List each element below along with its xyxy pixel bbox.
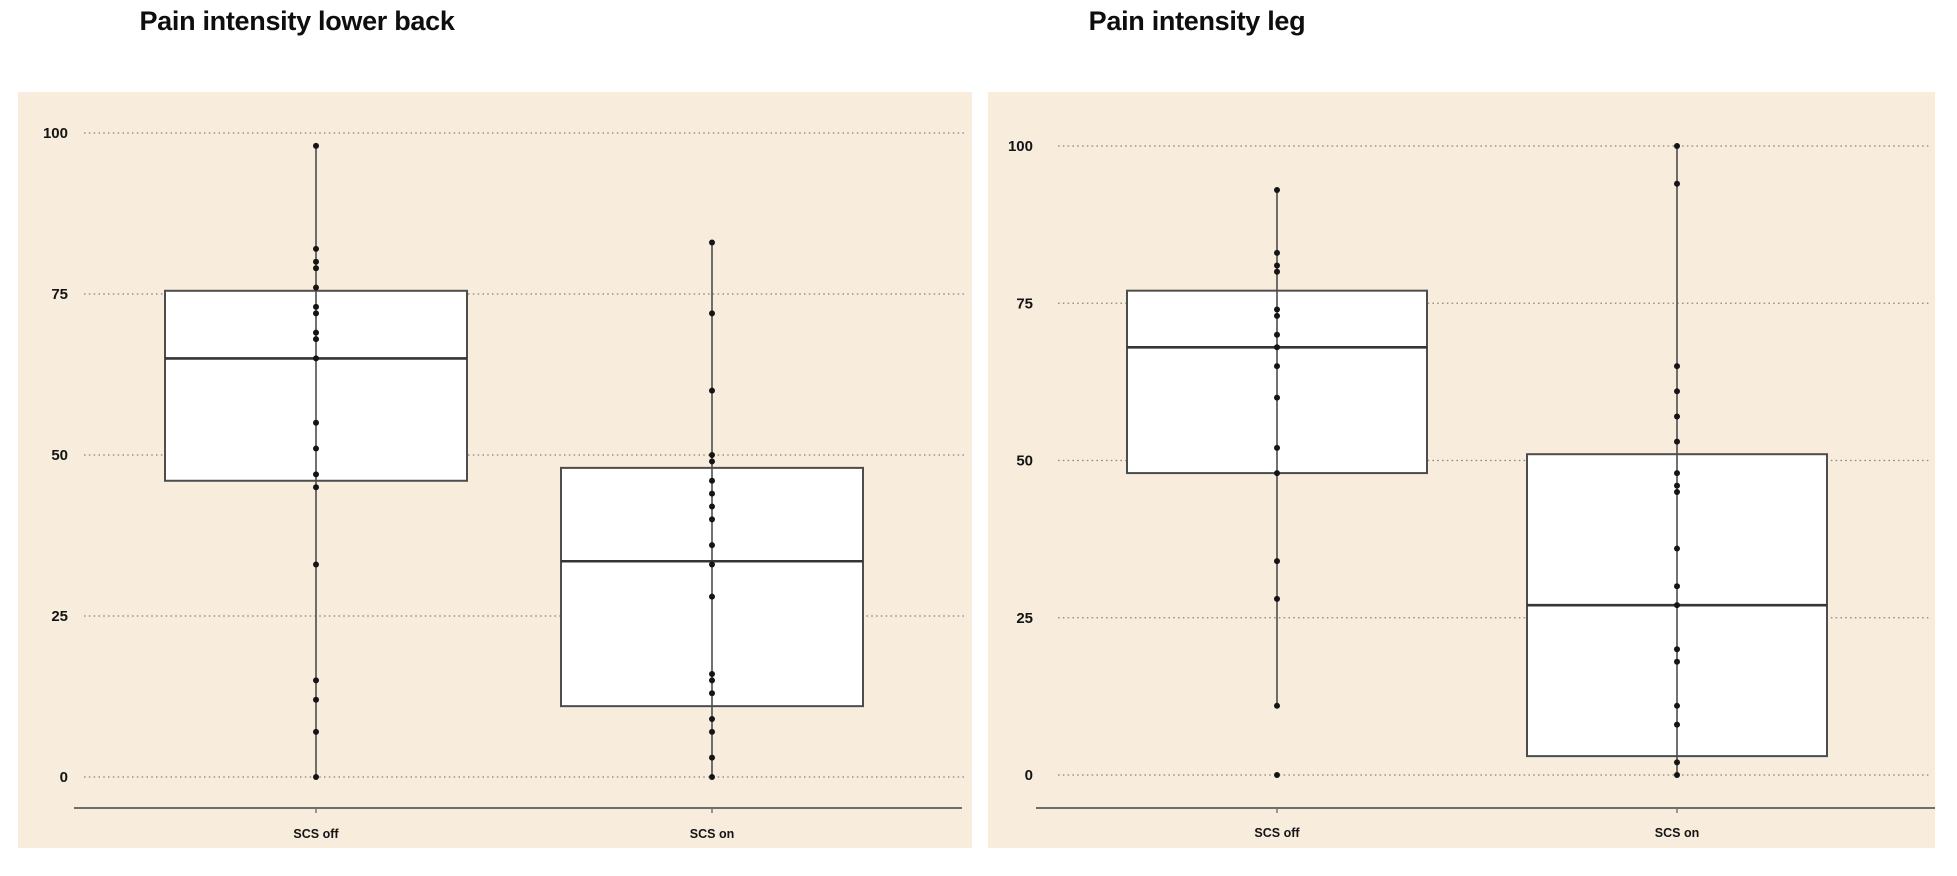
data-point: [313, 265, 319, 272]
data-point: [1674, 438, 1680, 445]
data-point: [313, 445, 319, 452]
data-point: [709, 387, 715, 394]
chart-panel-leg: 0 25 50 75 100 SCS off SCS on: [988, 92, 1935, 848]
box-plot-leg: 0 25 50 75 100 SCS off SCS on: [988, 92, 1935, 848]
data-point: [313, 419, 319, 426]
y-tick-label-25: 25: [51, 608, 68, 625]
data-point: [1674, 658, 1680, 665]
data-point: [1674, 583, 1680, 590]
y-tick-label-75: 75: [1016, 295, 1033, 312]
data-point: [313, 696, 319, 703]
y-tick-label-25: 25: [1016, 610, 1033, 627]
data-point: [1274, 772, 1280, 778]
data-point: [313, 728, 319, 735]
data-point: [313, 142, 319, 149]
data-point: [709, 670, 715, 677]
data-point: [1674, 602, 1680, 609]
data-point: [709, 458, 715, 465]
data-point: [313, 258, 319, 265]
data-point: [709, 516, 715, 523]
data-point: [1274, 249, 1280, 256]
data-point: [1274, 444, 1280, 451]
x-category-label-scs-on: SCS on: [690, 827, 734, 841]
data-point: [1674, 721, 1680, 728]
chart-title-lower-back: Pain intensity lower back: [139, 6, 455, 36]
data-point: [709, 310, 715, 317]
data-point: [1274, 306, 1280, 313]
data-point: [313, 303, 319, 310]
data-point: [1274, 262, 1280, 269]
data-point: [313, 310, 319, 317]
data-point: [1274, 344, 1280, 351]
data-point: [709, 452, 715, 458]
data-point: [1274, 595, 1280, 602]
data-point: [313, 284, 319, 291]
data-point: [1674, 143, 1680, 149]
data-point: [709, 754, 715, 761]
data-point: [1274, 394, 1280, 401]
data-point: [313, 329, 319, 336]
data-point: [1274, 558, 1280, 565]
chart-title-leg: Pain intensity leg: [1088, 6, 1306, 36]
chart-panel-lower-back: 0 25 50 75 100 SCS off SCS on: [18, 92, 972, 848]
data-point: [709, 542, 715, 549]
data-point: [709, 239, 715, 246]
data-point: [1674, 413, 1680, 420]
data-point: [1674, 545, 1680, 552]
data-point: [1674, 388, 1680, 395]
data-point: [709, 503, 715, 510]
data-point: [1274, 363, 1280, 370]
data-point: [1674, 470, 1680, 477]
data-point: [709, 774, 715, 780]
data-point: [313, 774, 319, 780]
data-point: [1274, 702, 1280, 709]
y-tick-label-50: 50: [51, 447, 68, 464]
data-point: [1274, 470, 1280, 477]
data-point: [1674, 363, 1680, 370]
data-point: [1674, 759, 1680, 766]
data-point: [313, 245, 319, 252]
data-point: [313, 471, 319, 478]
data-point: [709, 490, 715, 497]
data-point: [1674, 488, 1680, 495]
data-point: [313, 355, 319, 362]
data-point: [1274, 268, 1280, 275]
data-point: [709, 561, 715, 568]
data-point: [1674, 482, 1680, 489]
x-category-label-scs-off: SCS off: [1254, 826, 1300, 840]
data-point: [313, 677, 319, 684]
data-point: [1674, 646, 1680, 653]
y-tick-label-100: 100: [1008, 138, 1033, 155]
data-point: [1274, 312, 1280, 319]
data-point: [709, 728, 715, 735]
data-point: [313, 561, 319, 568]
data-point: [1674, 180, 1680, 187]
y-tick-label-0: 0: [1025, 767, 1033, 784]
data-point: [709, 677, 715, 684]
y-tick-label-0: 0: [60, 769, 68, 786]
x-category-label-scs-on: SCS on: [1655, 826, 1699, 840]
data-point: [709, 716, 715, 723]
y-tick-label-100: 100: [43, 125, 68, 142]
y-tick-label-75: 75: [51, 286, 68, 303]
data-point: [1674, 772, 1680, 778]
data-point: [709, 477, 715, 484]
data-point: [1274, 331, 1280, 338]
y-tick-label-50: 50: [1016, 453, 1033, 470]
data-point: [313, 484, 319, 491]
data-point: [709, 593, 715, 600]
data-point: [1274, 187, 1280, 194]
data-point: [313, 336, 319, 343]
data-point: [1674, 702, 1680, 709]
box-plot-lower-back: 0 25 50 75 100 SCS off SCS on: [18, 92, 972, 848]
x-category-label-scs-off: SCS off: [293, 827, 339, 841]
data-point: [709, 690, 715, 697]
